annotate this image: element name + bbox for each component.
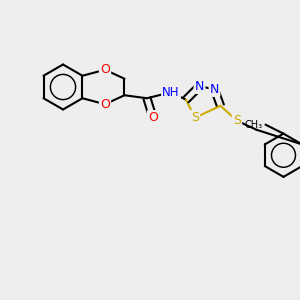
- Text: CH₃: CH₃: [244, 120, 262, 130]
- Text: S: S: [233, 114, 241, 127]
- Text: O: O: [100, 98, 110, 111]
- Text: NH: NH: [162, 86, 180, 99]
- Text: S: S: [191, 111, 199, 124]
- Text: O: O: [100, 63, 110, 76]
- Text: N: N: [210, 83, 219, 96]
- Text: O: O: [148, 111, 158, 124]
- Text: N: N: [195, 80, 204, 93]
